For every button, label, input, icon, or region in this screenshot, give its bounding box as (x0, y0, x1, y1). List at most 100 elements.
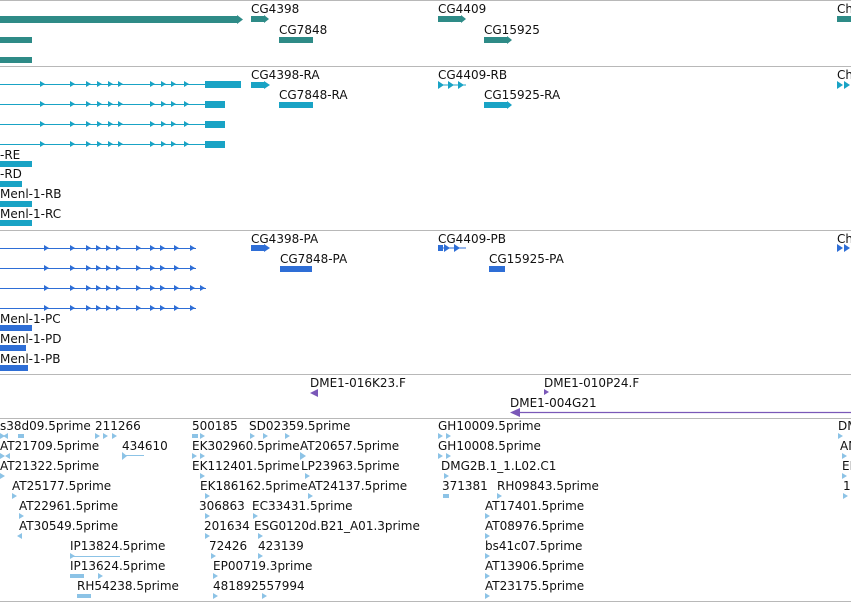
gene-feature-cg4398[interactable] (251, 16, 265, 22)
transcript-feature[interactable] (0, 181, 22, 187)
protein-label[interactable]: Ch (837, 232, 851, 246)
est-label[interactable]: DM (838, 419, 851, 433)
est-label[interactable]: IP13824.5prime (70, 539, 166, 553)
est-label[interactable]: bs41c07.5prime (485, 539, 583, 553)
est-label[interactable]: AT17401.5prime (485, 499, 585, 513)
est-label[interactable]: EP00719.3prime (213, 559, 313, 573)
transcript-label[interactable]: CG4409-RB (438, 68, 508, 82)
est-label[interactable]: AN (840, 439, 851, 453)
gene-feature[interactable] (0, 37, 32, 43)
transcript-feature[interactable] (205, 121, 225, 128)
transcript-label[interactable]: Menl-1-RB (0, 187, 62, 201)
est-label[interactable]: GH10009.5prime (438, 419, 541, 433)
intron-line (0, 104, 205, 105)
gene-label[interactable]: CG4398 (251, 2, 300, 16)
gene-label[interactable]: CG15925 (484, 23, 540, 37)
est-label[interactable]: AT24137.5prime (308, 479, 408, 493)
est-label[interactable]: SD02359.5prime (249, 419, 351, 433)
est-label[interactable]: AT20657.5prime (300, 439, 400, 453)
gene-feature-ch[interactable] (837, 16, 851, 22)
transcript-feature[interactable] (0, 201, 32, 207)
est-label[interactable]: AT23175.5prime (485, 579, 585, 593)
est-label[interactable]: 481892557994 (213, 579, 305, 593)
protein-feature[interactable] (0, 365, 28, 371)
bac-arrow-icon[interactable] (544, 389, 549, 395)
bac-label[interactable]: DME1-010P24.F (544, 376, 640, 390)
protein-feature[interactable] (0, 325, 32, 331)
est-label[interactable]: 371381 (442, 479, 488, 493)
est-label[interactable]: DMG2B.1_1.L02.C1 (441, 459, 557, 473)
protein-feature-cg4398-pa[interactable] (251, 245, 265, 251)
transcript-feature-cg4398-ra[interactable] (251, 82, 265, 88)
transcript-feature[interactable] (0, 161, 32, 167)
est-label[interactable]: AT25177.5prime (12, 479, 112, 493)
protein-feature-cg15925-pa[interactable] (489, 266, 505, 272)
est-label[interactable]: 72426 (209, 539, 248, 553)
transcript-label[interactable]: CG15925-RA (484, 88, 561, 102)
gene-feature[interactable] (0, 57, 32, 63)
gene-feature-cg7848[interactable] (279, 37, 313, 43)
gene-feature-cg4409[interactable] (438, 16, 462, 22)
transcript-label[interactable]: Ch (837, 68, 851, 82)
exon-arrows-icon (837, 81, 850, 89)
protein-label[interactable]: CG4398-PA (251, 232, 319, 246)
est-label[interactable]: AT21322.5prime (0, 459, 100, 473)
protein-label[interactable]: CG7848-PA (280, 252, 348, 266)
est-label[interactable]: s38d09.5prime (0, 419, 91, 433)
est-label[interactable]: EK302960.5prime (192, 439, 300, 453)
transcript-feature[interactable] (205, 81, 241, 88)
gene-feature-menl1[interactable] (0, 16, 238, 23)
protein-label[interactable]: CG15925-PA (489, 252, 564, 266)
est-label[interactable]: 306863 (199, 499, 245, 513)
est-label[interactable]: 1 (843, 479, 851, 493)
gene-arrow-icon (507, 36, 512, 44)
transcript-label[interactable]: CG7848-RA (279, 88, 348, 102)
est-label[interactable]: AT08976.5prime (485, 519, 585, 533)
transcript-label[interactable]: -RE (0, 148, 21, 162)
transcript-label[interactable]: Menl-1-RC (0, 207, 62, 221)
transcript-feature[interactable] (0, 220, 32, 226)
est-label[interactable]: EK186162.5prime (200, 479, 308, 493)
bac-label[interactable]: DME1-004G21 (510, 396, 597, 410)
est-label[interactable]: AT21709.5prime (0, 439, 100, 453)
est-label[interactable]: ESG0120d.B21_A01.3prime (254, 519, 420, 533)
transcript-feature[interactable] (205, 141, 225, 148)
bac-label[interactable]: DME1-016K23.F (310, 376, 406, 390)
est-label[interactable]: LP23963.5prime (301, 459, 400, 473)
est-label[interactable]: 201634 (204, 519, 250, 533)
track-separator (0, 374, 851, 375)
protein-label[interactable]: CG4409-PB (438, 232, 507, 246)
transcript-feature-cg15925-ra[interactable] (484, 102, 508, 108)
protein-label[interactable]: Menl-1-PB (0, 352, 61, 366)
est-label[interactable]: EC33431.5prime (252, 499, 353, 513)
gene-label[interactable]: CG7848 (279, 23, 328, 37)
est-label[interactable]: GH10008.5prime (438, 439, 541, 453)
transcript-feature-cg7848-ra[interactable] (279, 102, 313, 108)
est-label[interactable]: 434610 (122, 439, 168, 453)
est-label[interactable]: 211266 (95, 419, 141, 433)
transcript-label[interactable]: -RD (0, 167, 22, 181)
protein-label[interactable]: Menl-1-PD (0, 332, 62, 346)
est-label[interactable]: AT22961.5prime (19, 499, 119, 513)
est-label[interactable]: RH09843.5prime (497, 479, 599, 493)
protein-label[interactable]: Menl-1-PC (0, 312, 61, 326)
est-label[interactable]: EK112401.5prime (192, 459, 300, 473)
transcript-feature[interactable] (205, 101, 225, 108)
protein-feature-cg7848-pa[interactable] (280, 266, 312, 272)
est-label[interactable]: EI (842, 459, 851, 473)
est-label[interactable]: 500185 (192, 419, 238, 433)
intron-line (0, 288, 206, 289)
est-label[interactable]: 423139 (258, 539, 304, 553)
est-label[interactable]: AT13906.5prime (485, 559, 585, 573)
bac-arrow-icon[interactable] (310, 389, 318, 397)
est-label[interactable]: AT30549.5prime (19, 519, 119, 533)
protein-feature[interactable] (0, 345, 26, 351)
gene-label[interactable]: CG4409 (438, 2, 487, 16)
est-label[interactable]: RH54238.5prime (77, 579, 179, 593)
gene-feature-cg15925[interactable] (484, 37, 508, 43)
est-label[interactable]: IP13624.5prime (70, 559, 166, 573)
bac-arrow-icon[interactable] (510, 408, 851, 417)
transcript-label[interactable]: CG4398-RA (251, 68, 320, 82)
gene-label[interactable]: Ch (837, 2, 851, 16)
